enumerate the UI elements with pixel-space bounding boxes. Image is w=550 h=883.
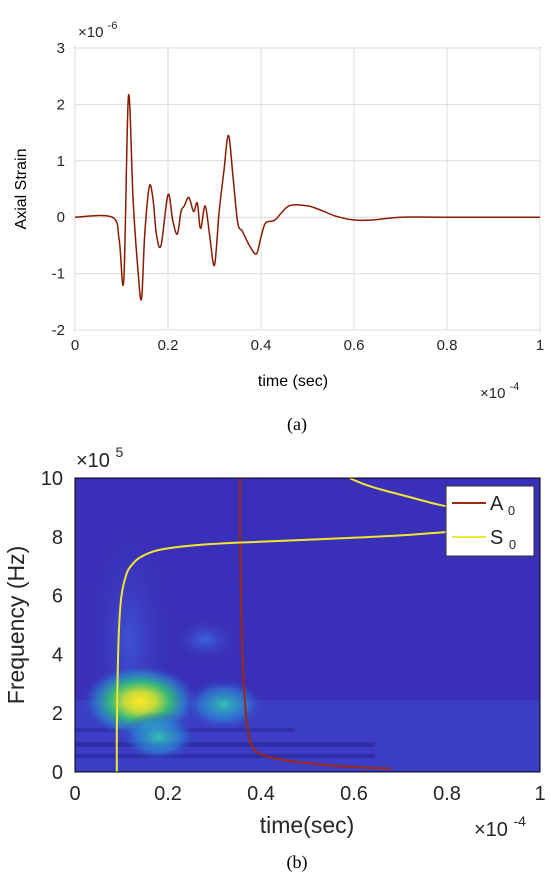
heatmap-layer [75,478,540,772]
y-multiplier-b: ×10 5 [76,444,124,472]
y-tick-label-b: 0 [52,762,63,784]
legend-box [445,485,535,557]
x-tick-label-a: 0 [71,337,79,354]
y-multiplier-a-exp: -6 [108,20,118,32]
y-tick-label-a: -2 [52,322,65,339]
y-tick-label-a: -1 [52,266,65,283]
x-tick-label-b: 0.8 [433,783,461,805]
plot-frame-b [74,477,541,773]
legend-label-s0: S 0 [490,527,516,552]
x-multiplier-a: ×10 -4 [480,381,519,402]
y-tick-label-b: 4 [52,644,63,666]
y-tick-label-b: 10 [41,468,63,490]
legend-s0-name: S [490,527,503,549]
y-tick-label-a: 3 [57,40,65,57]
heatmap-band-stripe-2 [75,754,375,758]
x-tick-label-a: 0.2 [158,337,179,354]
y-multiplier-b-base: ×10 [76,450,110,472]
legend-a0-sub: 0 [508,503,515,518]
x-axis-label-a: time (sec) [258,373,328,390]
x-tick-label-a: 0.8 [437,337,458,354]
caption-b: (b) [287,852,308,873]
x-axis-label-b: time(sec) [260,812,355,838]
dispersion-curve-s0 [115,524,490,772]
y-multiplier-b-exp: 5 [116,444,124,460]
panel-a: 0 0.2 0.4 0.6 0.8 1 -2 -1 0 1 2 3 Axial Strain time… [13,20,544,435]
heatmap-hotspot [183,678,265,731]
y-tick-label-a: 2 [57,96,65,113]
legend-s0-sub: 0 [509,537,516,552]
y-tick-label-a: 0 [57,209,65,226]
x-tick-label-b: 0.4 [247,783,275,805]
heatmap-hotspot [170,617,240,663]
heatmap-band-stripe-1 [75,742,375,747]
plot-area-a [74,47,541,331]
x-tick-label-b: 1 [534,783,545,805]
x-tick-label-b: 0 [69,783,80,805]
x-multiplier-a-base: ×10 [480,385,505,402]
legend: A 0 S 0 [445,485,535,557]
x-multiplier-a-exp: -4 [510,381,520,393]
x-multiplier-b-exp: -4 [514,813,527,829]
y-axis-label-b: Frequency (Hz) [3,546,29,704]
y-tick-label-b: 6 [52,586,63,608]
grid-a [74,47,541,331]
dispersion-curve-a0 [239,478,392,770]
heatmap-hotspot [119,711,198,763]
y-tick-label-a: 1 [57,153,65,170]
legend-label-a0: A 0 [490,493,515,518]
axial-strain-line [74,93,540,301]
x-tick-label-a: 0.4 [251,337,272,354]
x-tick-label-b: 0.2 [154,783,182,805]
caption-a: (a) [287,414,307,435]
y-tick-label-b: 8 [52,527,63,549]
ticks-a: 0 0.2 0.4 0.6 0.8 1 -2 -1 0 1 2 3 [52,40,545,354]
y-tick-label-b: 2 [52,703,63,725]
legend-a0-name: A [490,493,504,515]
heatmap-hotspots [80,617,265,763]
x-tick-label-a: 0.6 [344,337,365,354]
x-tick-label-b: 0.6 [340,783,368,805]
x-multiplier-b: ×10 -4 [474,813,526,841]
y-multiplier-a: ×10 -6 [78,20,117,41]
y-multiplier-a-base: ×10 [78,24,103,41]
y-axis-label-a: Axial Strain [13,149,30,230]
x-tick-label-a: 1 [536,337,544,354]
x-multiplier-b-base: ×10 [474,819,508,841]
